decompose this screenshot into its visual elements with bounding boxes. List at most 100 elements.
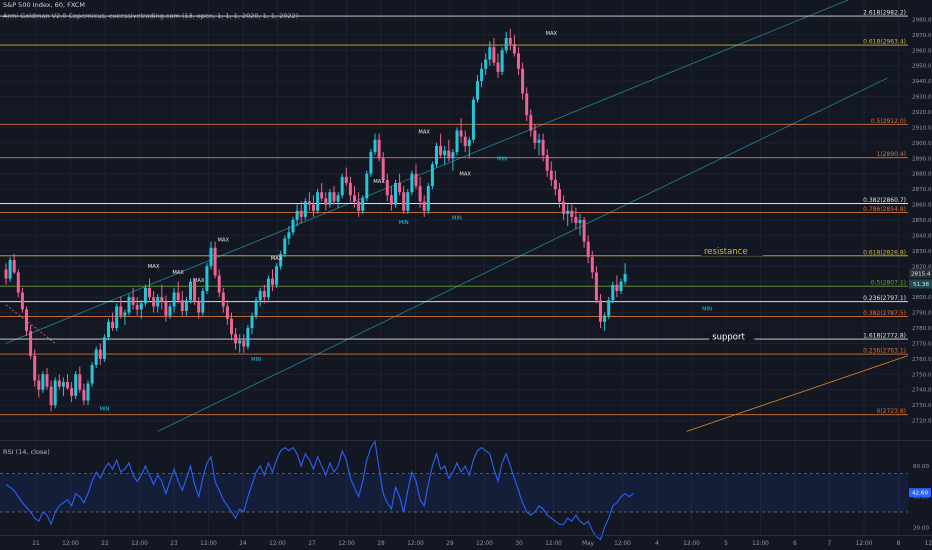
fib-label: 0(2723.8) bbox=[877, 408, 907, 415]
min-signal-label: MIN bbox=[99, 407, 109, 413]
candle-body bbox=[500, 50, 504, 72]
time-tick-label: 12:00 bbox=[752, 541, 769, 547]
candle-body bbox=[353, 195, 356, 202]
candle-body bbox=[361, 198, 365, 211]
candle-body bbox=[381, 158, 385, 180]
candle-body bbox=[193, 281, 197, 302]
channel-line-upper bbox=[5, 0, 850, 344]
candle-body bbox=[82, 389, 86, 401]
channel-lines bbox=[5, 0, 913, 432]
time-tick-label: 12:00 bbox=[338, 541, 355, 547]
price-tick-label: 2830.0 bbox=[912, 249, 932, 255]
candle-body bbox=[512, 44, 516, 54]
candle-body bbox=[205, 266, 209, 291]
rsi-tick-label: 60.00 bbox=[913, 464, 929, 470]
candle-body bbox=[599, 300, 602, 322]
candle-body bbox=[176, 292, 180, 301]
candle-body bbox=[254, 300, 258, 316]
candle-body bbox=[549, 170, 553, 180]
max-signal-label: MAX bbox=[546, 31, 558, 37]
price-tick-label: 2800.0 bbox=[912, 295, 932, 301]
price-tick-label: 2870.0 bbox=[912, 187, 932, 193]
grid-lines bbox=[0, 0, 932, 535]
candle-body bbox=[213, 247, 217, 276]
price-tick-label: 2860.0 bbox=[912, 203, 932, 209]
resistance-label: resistance bbox=[704, 247, 748, 257]
time-tick-label: 7 bbox=[828, 541, 832, 547]
candle-body bbox=[594, 272, 598, 301]
max-signal-label: MAX bbox=[218, 238, 230, 244]
candle-body bbox=[217, 275, 221, 293]
candle-body bbox=[348, 182, 352, 196]
candle-body bbox=[365, 173, 369, 199]
fib-label: 0.5(2807.1) bbox=[871, 280, 906, 287]
candle-body bbox=[45, 374, 49, 387]
min-signal-label: MIN bbox=[702, 306, 712, 312]
price-tick-label: 2980.0 bbox=[912, 17, 932, 23]
time-tick-label: 8 bbox=[897, 541, 901, 547]
trend-line-dashed bbox=[5, 304, 56, 344]
time-tick-label: 12:00 bbox=[476, 541, 493, 547]
time-tick-label: 12:00 bbox=[62, 541, 79, 547]
fib-label: 0.618(2826.8) bbox=[863, 249, 906, 256]
candle-body bbox=[33, 355, 37, 381]
time-tick-label: 27 bbox=[308, 541, 316, 547]
candle-body bbox=[160, 297, 164, 302]
candle-body bbox=[283, 238, 287, 254]
min-signal-label: MIN bbox=[399, 220, 409, 226]
max-signal-label: MAX bbox=[193, 278, 205, 284]
time-tick-label: May bbox=[582, 541, 595, 547]
candle-body bbox=[373, 139, 377, 153]
secondary-price-badge bbox=[909, 279, 932, 289]
candle-body bbox=[447, 150, 451, 159]
candle-body bbox=[430, 164, 434, 187]
candle-body bbox=[25, 309, 28, 332]
candle-body bbox=[525, 93, 529, 116]
fib-label: 0.786(2854.8) bbox=[863, 206, 906, 213]
candle-body bbox=[562, 201, 566, 214]
candle-body bbox=[385, 179, 389, 196]
candle-body bbox=[603, 315, 607, 322]
candle-body bbox=[406, 192, 410, 211]
candle-body bbox=[16, 272, 20, 293]
candle-body bbox=[201, 290, 205, 313]
candle-body bbox=[180, 300, 184, 312]
candle-body bbox=[119, 306, 123, 316]
candle-body bbox=[135, 304, 139, 310]
annotations: resistance support bbox=[701, 245, 763, 343]
candle-body bbox=[504, 37, 508, 51]
candle-body bbox=[66, 382, 69, 389]
price-tick-label: 2790.0 bbox=[912, 311, 932, 317]
rsi-line bbox=[5, 439, 634, 541]
candle-body bbox=[225, 306, 229, 319]
candle-body bbox=[414, 173, 418, 187]
candle-body bbox=[607, 300, 611, 316]
fib-label: 0.382(2787.5) bbox=[863, 310, 906, 317]
candle-body bbox=[152, 297, 156, 307]
min-signal-label: MIN bbox=[497, 157, 507, 163]
price-tick-label: 2720.0 bbox=[912, 419, 932, 425]
candle-body bbox=[459, 130, 463, 137]
candle-body bbox=[139, 303, 143, 310]
fib-levels: 2.618(2982.2) 0.618(2963.4) 0.5(2912.0) 1(2… bbox=[0, 10, 908, 415]
time-tick-label: 21 bbox=[32, 541, 40, 547]
candle-body bbox=[623, 274, 627, 282]
candle-body bbox=[275, 266, 279, 285]
candle-body bbox=[123, 312, 127, 316]
candle-body bbox=[209, 247, 213, 267]
candle-body bbox=[439, 145, 443, 156]
candle-body bbox=[476, 81, 479, 100]
candle-body bbox=[443, 150, 447, 156]
candle-body bbox=[86, 383, 90, 401]
price-axis-bg bbox=[908, 0, 932, 440]
candle-body bbox=[258, 290, 262, 301]
price-tick-label: 2760.0 bbox=[912, 357, 932, 363]
candle-body bbox=[357, 201, 361, 211]
time-tick-label: 12:00 bbox=[545, 541, 562, 547]
candle-body bbox=[295, 210, 299, 220]
time-tick-label: 6 bbox=[793, 541, 797, 547]
current-price-label: 2815.4 bbox=[911, 271, 931, 277]
price-tick-label: 2890.0 bbox=[912, 156, 932, 162]
time-axis: 21 12:00 22 12:00 23 12:00 24 12:00 27 12:00 28 12:… bbox=[0, 535, 932, 547]
